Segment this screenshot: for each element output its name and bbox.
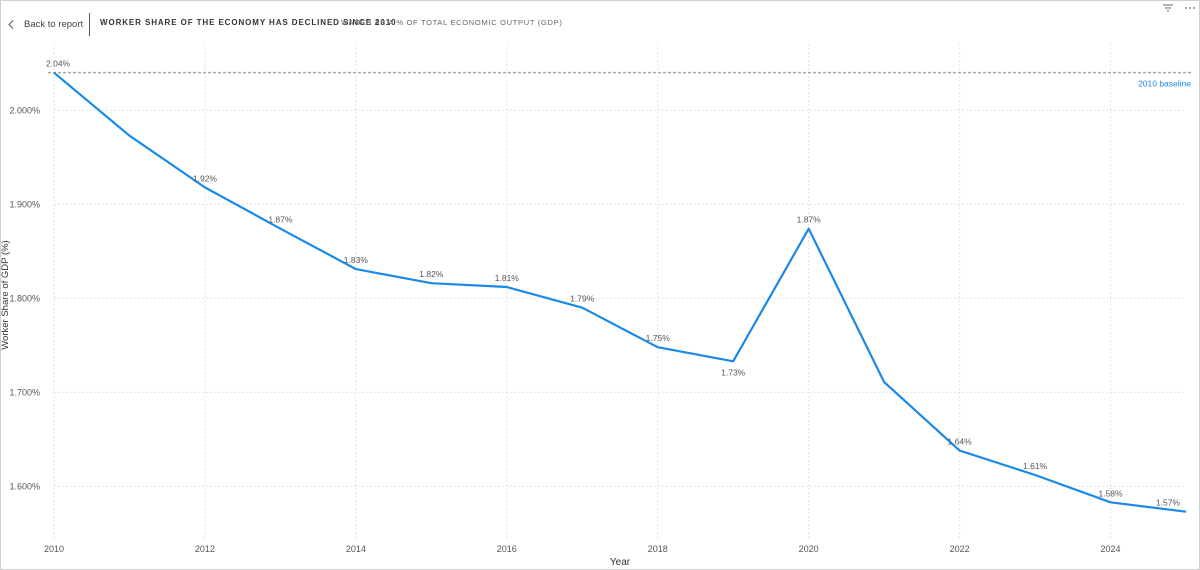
header-divider	[89, 13, 90, 36]
x-tick-label: 2018	[648, 544, 668, 554]
x-tick-label: 2022	[950, 544, 970, 554]
data-label: 1.73%	[721, 367, 746, 377]
series-line	[53, 71, 1187, 513]
x-axis-title: Year	[610, 557, 631, 568]
data-label: 1.61%	[1023, 461, 1048, 471]
data-label: 1.57%	[1156, 498, 1181, 508]
data-label: 1.81%	[495, 273, 520, 283]
visual-title: WORKER SHARE OF THE ECONOMY HAS DECLINED…	[100, 18, 397, 27]
y-axis-title: Worker Share of GDP (%)	[0, 240, 11, 349]
visual-subtitle: WAGES AS A % OF TOTAL ECONOMIC OUTPUT (G…	[341, 18, 563, 27]
data-label: 1.87%	[797, 215, 822, 225]
y-tick-label: 1.800%	[9, 293, 40, 303]
chevron-left-icon	[8, 19, 14, 29]
y-tick-label: 2.000%	[9, 105, 40, 115]
data-label: 1.75%	[646, 333, 671, 343]
data-label: 2.04%	[46, 59, 71, 69]
gridlines	[53, 44, 1186, 538]
y-tick-label: 1.700%	[9, 387, 40, 397]
x-tick-label: 2010	[44, 544, 64, 554]
header: Back to report WORKER SHARE OF THE ECONO…	[0, 0, 1200, 44]
x-tick-label: 2024	[1101, 544, 1121, 554]
x-tick-label: 2016	[497, 544, 517, 554]
data-label: 1.83%	[344, 255, 369, 265]
x-tick-label: 2014	[346, 544, 366, 554]
y-axis-ticks: 1.600% 1.700% 1.800% 1.900% 2.000%	[9, 105, 40, 491]
filter-icon[interactable]	[1162, 0, 1174, 18]
baseline-label: 2010 baseline	[1138, 79, 1191, 89]
data-labels: 2.04% 1.92% 1.87% 1.83% 1.82% 1.81% 1.79% 1.75%…	[46, 59, 1180, 508]
baseline-group: 2010 baseline	[48, 71, 1192, 89]
x-tick-label: 2020	[799, 544, 819, 554]
x-axis-ticks: 2010 2012 2014 2016 2018 2020 2022 2024	[44, 544, 1121, 554]
data-label: 1.79%	[570, 294, 595, 304]
data-label: 1.58%	[1098, 488, 1123, 498]
y-tick-label: 1.600%	[9, 481, 40, 491]
data-label: 1.92%	[193, 173, 218, 183]
visual-header-icons	[1162, 0, 1196, 18]
data-label: 1.64%	[948, 437, 973, 447]
series-line-group	[53, 71, 1187, 513]
data-label: 1.82%	[419, 269, 444, 279]
more-options-icon[interactable]	[1184, 0, 1196, 18]
back-to-report-label: Back to report	[24, 18, 84, 30]
x-tick-label: 2012	[195, 544, 215, 554]
data-label: 1.87%	[268, 215, 293, 225]
y-tick-label: 1.900%	[9, 199, 40, 209]
back-to-report-button[interactable]: Back to report	[8, 16, 83, 32]
